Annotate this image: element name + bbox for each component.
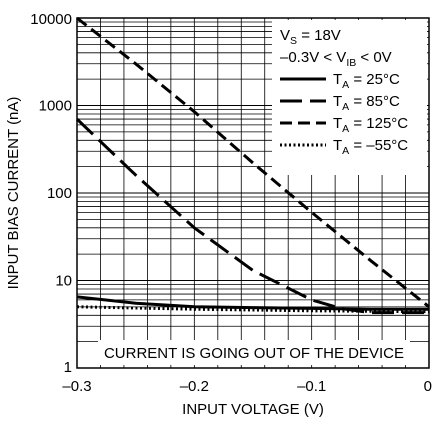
tick-labels: –0.3 –0.2 –0.1 0 1 10 100 1000 10000: [30, 11, 432, 395]
plot-frame: [76, 17, 430, 369]
legend-box: [272, 20, 427, 175]
x-axis-title: INPUT VOLTAGE (V): [182, 401, 324, 418]
y-tick-label: 10000: [30, 11, 72, 28]
legend-entry: TA = –55°C: [333, 137, 408, 157]
y-axis-title: INPUT BIAS CURRENT (nA): [5, 97, 22, 290]
x-tick-label: –0.3: [62, 378, 91, 395]
x-tick-label: –0.2: [180, 378, 209, 395]
x-tick-label: –0.1: [297, 378, 326, 395]
x-tick-label: 0: [424, 378, 432, 395]
y-tick-label: 10: [55, 273, 72, 290]
legend-entry: TA = 85°C: [333, 93, 400, 113]
annotation-text: CURRENT IS GOING OUT OF THE DEVICE: [104, 345, 404, 362]
legend-condition: –0.3V < VIB < 0V: [280, 49, 392, 69]
series-line: [76, 295, 429, 311]
y-tick-label: 100: [47, 185, 72, 202]
series-line: [76, 305, 430, 314]
legend-entry: TA = 125°C: [333, 115, 408, 135]
y-tick-label: 1000: [39, 98, 72, 115]
annotation-box: [98, 340, 410, 365]
y-tick-label: 1: [64, 359, 72, 376]
series-line: [75, 118, 429, 315]
legend-condition: VS = 18V: [280, 27, 341, 47]
legend-entry: TA = 25°C: [333, 71, 400, 91]
series-line: [76, 16, 430, 308]
series-lines: [75, 16, 430, 315]
